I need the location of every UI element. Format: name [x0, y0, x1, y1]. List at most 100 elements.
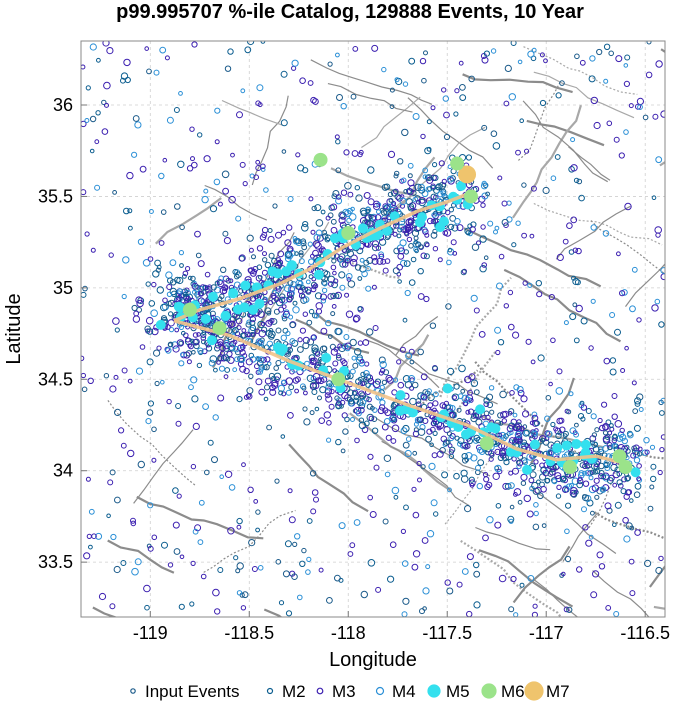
event-point — [603, 78, 609, 84]
event-point — [192, 289, 198, 295]
event-point — [407, 179, 415, 187]
event-point — [573, 177, 580, 184]
event-point-m5 — [155, 319, 166, 330]
event-point — [633, 491, 641, 499]
event-point — [469, 482, 475, 488]
event-point — [219, 345, 226, 352]
event-point — [353, 407, 362, 415]
fault-line — [530, 488, 617, 554]
event-point — [544, 415, 551, 422]
event-point — [335, 438, 342, 446]
event-point — [421, 77, 427, 84]
large-event-m6 — [450, 156, 465, 171]
event-point — [151, 534, 158, 541]
event-point — [621, 437, 628, 445]
event-point — [351, 150, 359, 157]
event-point — [483, 401, 490, 408]
event-point — [643, 437, 650, 444]
event-point — [577, 472, 585, 479]
event-point — [176, 339, 185, 347]
event-point — [571, 275, 577, 281]
event-point — [122, 256, 130, 264]
fault-line — [511, 104, 582, 219]
event-point — [433, 391, 439, 398]
event-point — [331, 281, 339, 289]
event-point — [193, 342, 200, 350]
event-point — [404, 289, 411, 297]
event-point — [593, 477, 600, 484]
event-point — [530, 185, 537, 192]
event-point — [147, 256, 154, 262]
event-point — [579, 462, 586, 469]
event-point — [416, 460, 422, 467]
event-point — [531, 611, 538, 617]
event-point — [537, 354, 545, 362]
event-point — [441, 87, 447, 93]
event-point — [490, 130, 498, 137]
event-point — [637, 104, 643, 110]
fault-line — [475, 526, 551, 551]
event-point — [344, 374, 350, 380]
event-point — [261, 232, 268, 238]
event-point — [236, 524, 242, 530]
event-point — [131, 567, 139, 576]
event-point — [317, 377, 325, 385]
event-point — [422, 417, 429, 424]
event-point — [442, 95, 449, 102]
event-point — [651, 304, 659, 312]
event-point — [189, 126, 195, 132]
event-point — [318, 247, 324, 253]
event-point — [614, 420, 623, 428]
event-point — [425, 435, 433, 443]
event-point — [387, 150, 396, 158]
event-point — [381, 423, 389, 431]
event-point-m5 — [522, 464, 532, 475]
event-point — [261, 326, 268, 333]
event-point — [219, 474, 224, 480]
event-point — [437, 257, 443, 263]
event-point — [179, 554, 185, 560]
event-point — [382, 267, 389, 274]
event-point — [634, 397, 642, 405]
event-point — [494, 464, 502, 473]
event-point — [577, 413, 585, 420]
legend-marker — [481, 683, 497, 699]
event-point — [350, 93, 357, 100]
fault-line — [522, 100, 609, 183]
event-point — [551, 478, 558, 485]
event-point-m5 — [248, 304, 258, 315]
event-points — [81, 41, 665, 617]
event-point — [189, 601, 195, 607]
event-point — [428, 462, 436, 470]
event-point — [554, 154, 561, 160]
event-point — [548, 294, 555, 301]
event-point — [232, 269, 239, 275]
event-point — [344, 416, 350, 423]
event-point — [166, 398, 172, 405]
event-point — [203, 188, 209, 194]
event-point — [367, 166, 375, 174]
event-point — [239, 161, 246, 168]
event-point — [182, 270, 189, 277]
event-point — [331, 304, 337, 309]
event-point-m5 — [228, 288, 239, 299]
event-point — [412, 511, 420, 519]
event-point — [412, 550, 421, 558]
event-point — [629, 498, 634, 503]
event-point — [616, 479, 623, 486]
event-point — [214, 280, 220, 286]
event-point — [566, 409, 572, 415]
event-point-m5 — [206, 335, 217, 346]
event-point — [331, 258, 337, 264]
event-point — [309, 470, 317, 477]
event-point — [453, 111, 459, 117]
event-point — [611, 434, 618, 441]
event-point — [598, 446, 604, 452]
event-point — [258, 367, 264, 373]
fault-line — [133, 429, 194, 504]
event-point — [275, 559, 282, 565]
event-point — [178, 340, 184, 346]
event-point — [417, 416, 425, 424]
event-point — [468, 75, 476, 83]
event-point — [312, 98, 319, 105]
